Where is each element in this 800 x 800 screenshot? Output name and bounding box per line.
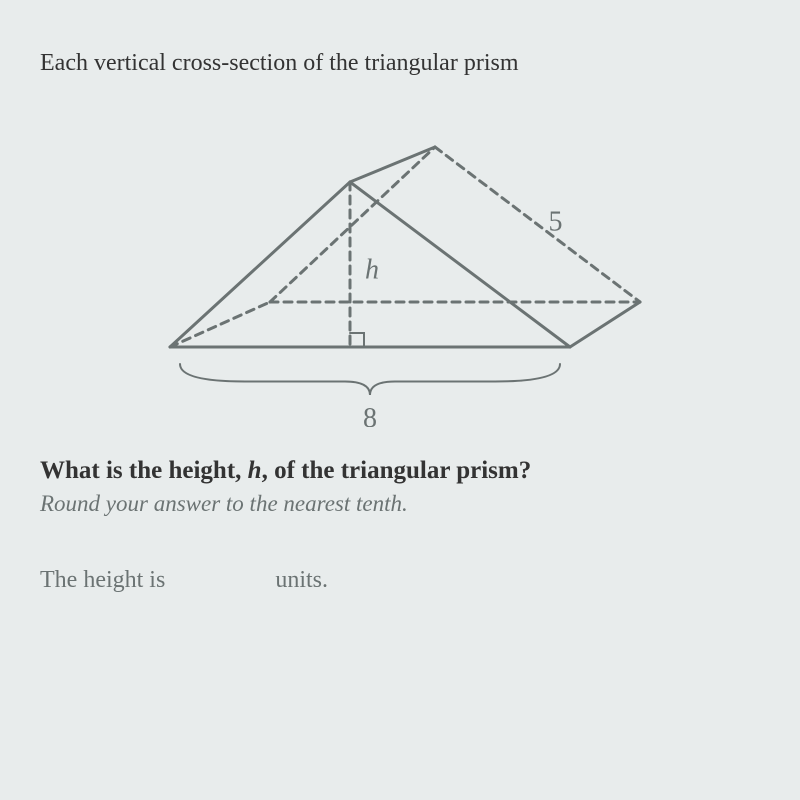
answer-pre: The height is [40, 567, 165, 593]
svg-text:8: 8 [363, 403, 377, 427]
svg-text:5: 5 [549, 207, 563, 238]
instruction: Round your answer to the nearest tenth. [40, 491, 760, 517]
question-var-h: h [248, 457, 262, 484]
answer-line: The height is units. [40, 567, 760, 594]
question-main-pre: What is the height, [40, 457, 248, 484]
question-intro: Each vertical cross-section of the trian… [40, 50, 760, 77]
question-main: What is the height, h, of the triangular… [40, 457, 760, 485]
prism-diagram: 5 h 8 [40, 117, 760, 427]
svg-text:h: h [365, 255, 379, 286]
question-main-post: , of the triangular prism? [262, 457, 532, 484]
answer-post: units. [275, 567, 328, 593]
